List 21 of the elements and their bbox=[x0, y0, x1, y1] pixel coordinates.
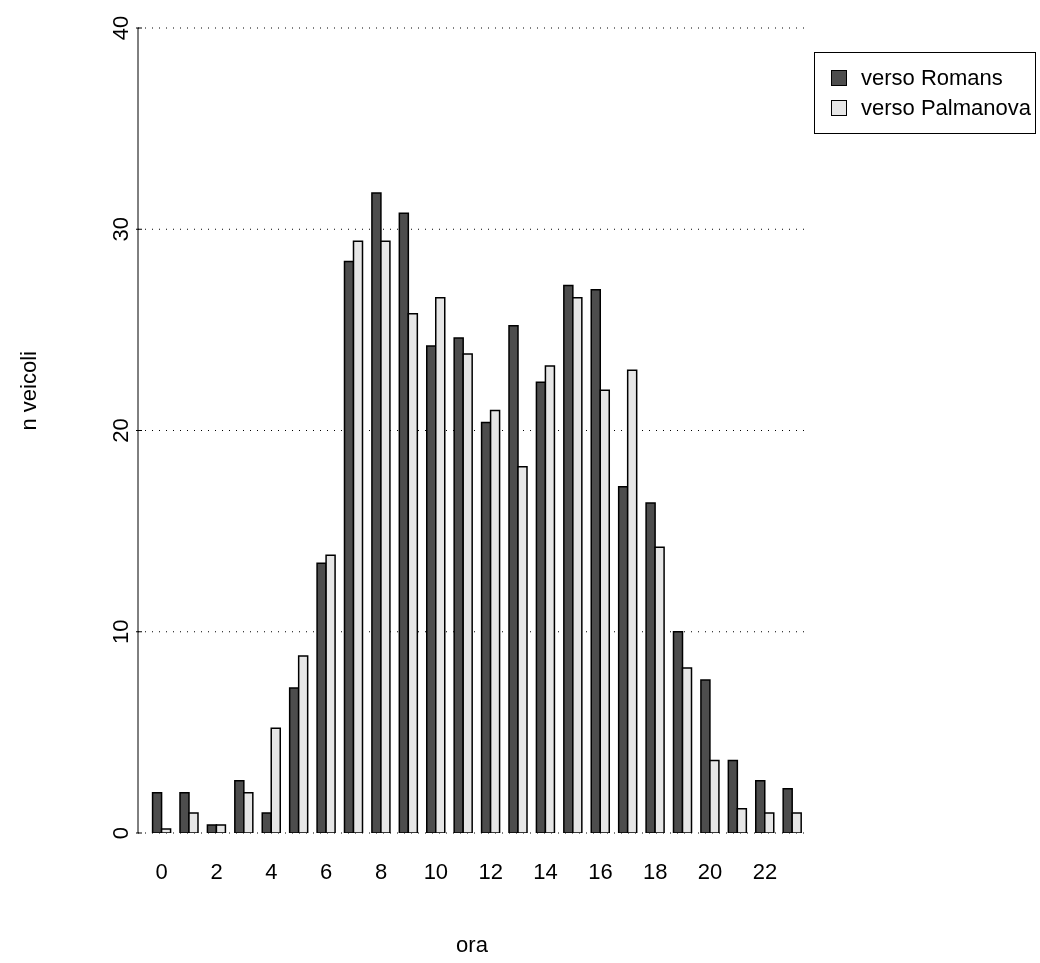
x-tick-label: 6 bbox=[320, 858, 333, 884]
y-tick-label: 20 bbox=[108, 418, 133, 443]
x-tick-label: 8 bbox=[374, 858, 388, 884]
y-tick-label: 10 bbox=[108, 619, 133, 644]
x-tick-label: 16 bbox=[588, 858, 613, 884]
x-axis-title: ora bbox=[456, 932, 489, 957]
y-tick-label: 0 bbox=[108, 826, 133, 840]
x-tick-label: 18 bbox=[642, 858, 668, 884]
x-tick-label: 0 bbox=[155, 858, 168, 884]
x-tick-label: 12 bbox=[478, 858, 503, 884]
legend-label: verso Romans bbox=[861, 64, 1003, 92]
y-tick-label: 30 bbox=[108, 217, 133, 242]
x-tick-label: 20 bbox=[697, 858, 723, 884]
x-tick-label: 22 bbox=[752, 858, 778, 884]
y-axis-title: n veicoli bbox=[15, 351, 41, 431]
x-tick-label: 2 bbox=[210, 858, 223, 884]
legend-label: verso Palmanova bbox=[861, 94, 1031, 122]
x-tick-label: 4 bbox=[265, 858, 278, 884]
x-tick-label: 14 bbox=[533, 858, 558, 884]
x-tick-label: 10 bbox=[423, 858, 449, 884]
y-tick-label: 40 bbox=[108, 15, 133, 41]
